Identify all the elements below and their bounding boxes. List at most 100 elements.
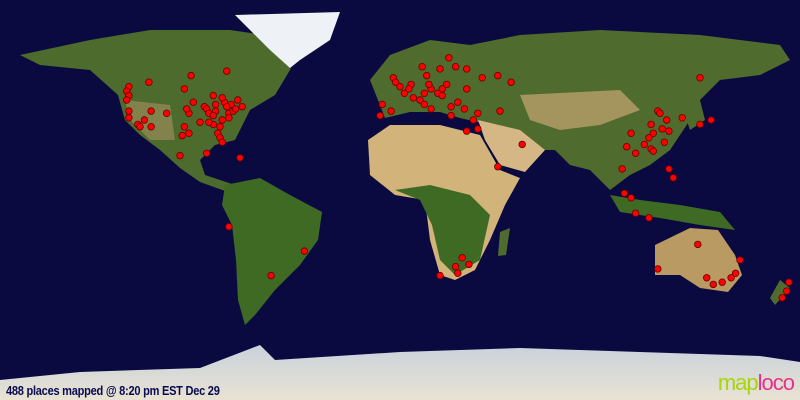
place-marker[interactable] xyxy=(518,140,526,149)
place-marker[interactable] xyxy=(438,91,446,100)
place-marker[interactable] xyxy=(620,189,629,197)
place-marker[interactable] xyxy=(209,91,217,100)
place-marker[interactable] xyxy=(494,71,502,80)
place-marker[interactable] xyxy=(211,100,220,109)
place-marker[interactable] xyxy=(709,280,717,289)
place-marker[interactable] xyxy=(147,107,155,115)
place-marker[interactable] xyxy=(640,140,649,149)
place-marker[interactable] xyxy=(125,114,133,122)
place-marker[interactable] xyxy=(238,102,246,111)
place-marker[interactable] xyxy=(451,62,460,71)
place-marker[interactable] xyxy=(454,269,462,277)
place-marker[interactable] xyxy=(267,271,275,280)
place-marker[interactable] xyxy=(627,129,635,137)
place-marker[interactable] xyxy=(202,149,211,157)
place-marker[interactable] xyxy=(645,214,653,222)
place-marker[interactable] xyxy=(647,120,655,129)
place-marker[interactable] xyxy=(458,254,466,262)
place-marker[interactable] xyxy=(658,125,666,133)
place-marker[interactable] xyxy=(387,107,395,115)
place-marker[interactable] xyxy=(660,138,669,146)
place-marker[interactable] xyxy=(185,129,193,137)
place-marker[interactable] xyxy=(478,74,486,82)
place-marker[interactable] xyxy=(696,74,704,82)
place-marker[interactable] xyxy=(465,260,473,269)
place-marker[interactable] xyxy=(665,127,673,135)
place-marker[interactable] xyxy=(696,120,704,129)
place-marker[interactable] xyxy=(218,138,226,146)
place-marker[interactable] xyxy=(654,265,662,273)
place-marker[interactable] xyxy=(236,154,244,162)
place-marker[interactable] xyxy=(409,94,417,102)
place-marker[interactable] xyxy=(649,129,657,137)
place-marker[interactable] xyxy=(669,174,677,182)
place-marker[interactable] xyxy=(418,62,426,71)
place-marker[interactable] xyxy=(125,107,133,115)
place-marker[interactable] xyxy=(623,142,631,151)
place-marker[interactable] xyxy=(665,165,673,173)
place-marker[interactable] xyxy=(378,100,386,109)
place-marker[interactable] xyxy=(196,118,204,126)
place-marker[interactable] xyxy=(376,111,384,120)
place-marker[interactable] xyxy=(445,54,453,62)
place-marker[interactable] xyxy=(218,116,226,124)
place-marker[interactable] xyxy=(783,287,791,295)
place-marker[interactable] xyxy=(209,111,217,120)
place-marker[interactable] xyxy=(425,80,433,89)
place-marker[interactable] xyxy=(645,134,653,142)
place-marker[interactable] xyxy=(420,89,429,97)
place-marker[interactable] xyxy=(731,269,740,277)
place-marker[interactable] xyxy=(474,125,482,133)
maploco-logo[interactable]: maploco xyxy=(718,370,795,396)
place-marker[interactable] xyxy=(436,65,444,73)
place-marker[interactable] xyxy=(443,80,451,89)
place-marker[interactable] xyxy=(474,109,482,117)
place-marker[interactable] xyxy=(136,122,144,131)
place-marker[interactable] xyxy=(463,85,471,93)
place-marker[interactable] xyxy=(678,114,686,122)
place-marker[interactable] xyxy=(122,96,131,104)
place-marker[interactable] xyxy=(222,102,231,111)
place-marker[interactable] xyxy=(400,89,409,97)
place-marker[interactable] xyxy=(736,256,744,264)
place-marker[interactable] xyxy=(187,71,195,80)
place-marker[interactable] xyxy=(180,122,189,131)
place-marker[interactable] xyxy=(162,109,171,117)
place-marker[interactable] xyxy=(423,71,431,80)
place-marker[interactable] xyxy=(140,116,149,124)
place-marker[interactable] xyxy=(405,85,413,93)
place-marker[interactable] xyxy=(234,96,242,104)
place-marker[interactable] xyxy=(496,107,504,115)
place-marker[interactable] xyxy=(507,78,515,86)
place-marker[interactable] xyxy=(707,116,715,124)
place-marker[interactable] xyxy=(427,105,435,113)
place-marker[interactable] xyxy=(436,271,444,280)
place-marker[interactable] xyxy=(718,278,726,286)
place-marker[interactable] xyxy=(216,122,224,131)
place-marker[interactable] xyxy=(627,194,635,202)
place-marker[interactable] xyxy=(447,102,455,111)
place-marker[interactable] xyxy=(631,209,640,217)
place-marker[interactable] xyxy=(300,247,309,255)
place-marker[interactable] xyxy=(649,147,657,155)
place-marker[interactable] xyxy=(703,274,711,282)
place-marker[interactable] xyxy=(391,78,400,86)
place-marker[interactable] xyxy=(460,105,469,113)
place-marker[interactable] xyxy=(189,98,197,106)
place-marker[interactable] xyxy=(454,98,462,106)
place-marker[interactable] xyxy=(656,109,664,117)
place-marker[interactable] xyxy=(222,67,231,75)
place-marker[interactable] xyxy=(231,105,240,113)
place-marker[interactable] xyxy=(182,105,191,113)
place-marker[interactable] xyxy=(225,222,233,231)
place-marker[interactable] xyxy=(178,131,186,140)
place-marker[interactable] xyxy=(469,116,477,124)
place-marker[interactable] xyxy=(778,294,786,302)
place-marker[interactable] xyxy=(663,116,671,124)
place-marker[interactable] xyxy=(727,274,735,282)
place-marker[interactable] xyxy=(463,65,471,73)
place-marker[interactable] xyxy=(618,165,626,173)
place-marker[interactable] xyxy=(218,94,226,102)
place-marker[interactable] xyxy=(631,149,640,157)
